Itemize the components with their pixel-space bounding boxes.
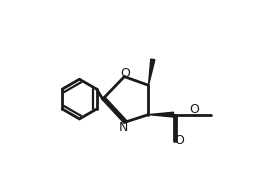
Polygon shape xyxy=(148,112,173,117)
Text: N: N xyxy=(119,121,128,134)
Text: O: O xyxy=(189,103,199,116)
Text: O: O xyxy=(120,67,130,80)
Polygon shape xyxy=(148,59,155,85)
Text: O: O xyxy=(175,134,185,147)
